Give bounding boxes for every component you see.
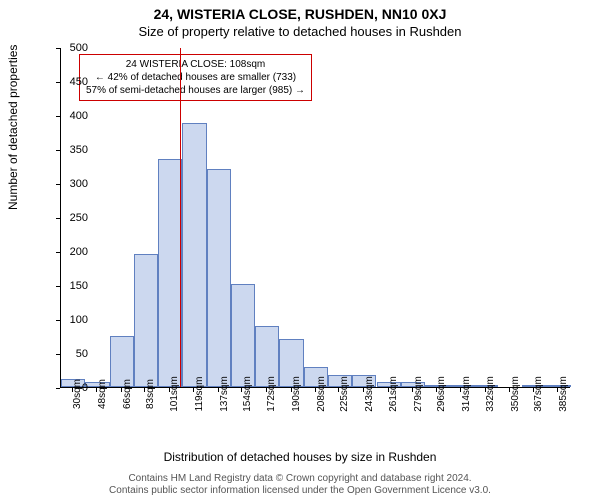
x-tick-label: 367sqm xyxy=(533,376,544,412)
y-tick-label: 50 xyxy=(58,348,88,360)
y-tick-label: 250 xyxy=(58,212,88,224)
y-tick-label: 200 xyxy=(58,246,88,258)
y-tick-label: 400 xyxy=(58,110,88,122)
histogram-bar xyxy=(231,284,255,387)
x-tick-label: 66sqm xyxy=(122,379,133,409)
x-tick-label: 101sqm xyxy=(169,376,180,412)
x-tick-label: 225sqm xyxy=(339,376,350,412)
x-tick-label: 350sqm xyxy=(510,376,521,412)
x-tick-label: 30sqm xyxy=(72,379,83,409)
x-tick-label: 172sqm xyxy=(266,376,277,412)
chart-subtitle: Size of property relative to detached ho… xyxy=(0,22,600,39)
x-tick-label: 243sqm xyxy=(364,376,375,412)
x-tick-label: 332sqm xyxy=(485,376,496,412)
x-tick-label: 385sqm xyxy=(558,376,569,412)
x-tick-label: 119sqm xyxy=(194,377,205,412)
y-tick-label: 500 xyxy=(58,42,88,54)
chart-container: 24, WISTERIA CLOSE, RUSHDEN, NN10 0XJ Si… xyxy=(0,0,600,500)
annotation-line-3: 57% of semi-detached houses are larger (… xyxy=(86,84,305,97)
annotation-box: 24 WISTERIA CLOSE: 108sqm ← 42% of detac… xyxy=(79,54,312,101)
footer-copyright: Contains HM Land Registry data © Crown c… xyxy=(0,473,600,484)
x-tick-label: 314sqm xyxy=(461,376,472,412)
y-tick-label: 350 xyxy=(58,144,88,156)
x-tick-label: 208sqm xyxy=(316,376,327,412)
histogram-bar xyxy=(207,169,231,387)
page-title: 24, WISTERIA CLOSE, RUSHDEN, NN10 0XJ xyxy=(0,0,600,22)
x-tick-label: 190sqm xyxy=(291,376,302,412)
x-tick-label: 48sqm xyxy=(97,379,108,409)
histogram-bar xyxy=(134,254,158,387)
histogram-bar xyxy=(158,159,182,387)
x-tick-label: 137sqm xyxy=(219,376,230,412)
property-marker-line xyxy=(180,48,181,387)
x-axis-label: Distribution of detached houses by size … xyxy=(0,450,600,464)
x-tick-label: 279sqm xyxy=(413,376,424,412)
x-tick-label: 154sqm xyxy=(242,376,253,412)
annotation-line-1: 24 WISTERIA CLOSE: 108sqm xyxy=(86,58,305,71)
y-tick-label: 450 xyxy=(58,76,88,88)
chart-plot-area: 24 WISTERIA CLOSE: 108sqm ← 42% of detac… xyxy=(60,48,570,388)
y-tick-label: 150 xyxy=(58,280,88,292)
x-tick-label: 83sqm xyxy=(145,379,156,409)
footer-licence: Contains public sector information licen… xyxy=(0,485,600,496)
x-tick-label: 261sqm xyxy=(388,376,399,412)
y-axis-label: Number of detached properties xyxy=(6,45,20,210)
y-tick-label: 100 xyxy=(58,314,88,326)
histogram-bar xyxy=(182,123,206,387)
annotation-line-2: ← 42% of detached houses are smaller (73… xyxy=(86,71,305,84)
x-tick-label: 296sqm xyxy=(436,376,447,412)
y-tick-label: 300 xyxy=(58,178,88,190)
